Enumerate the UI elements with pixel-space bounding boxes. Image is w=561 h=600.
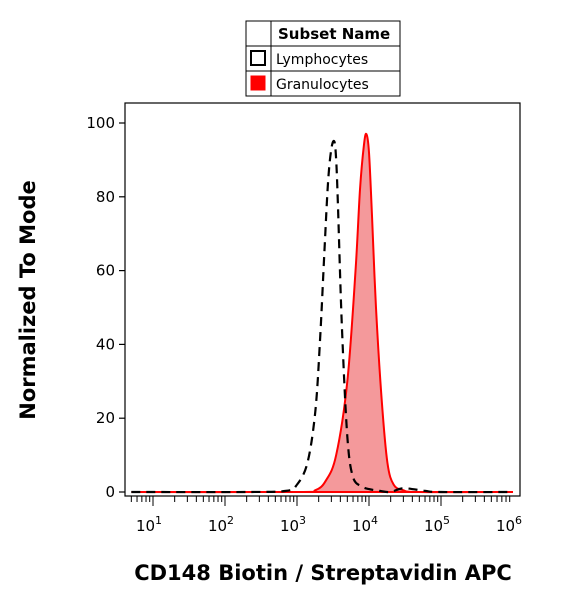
legend-label-lymphocytes: Lymphocytes xyxy=(276,52,368,68)
series-granulocytes-area xyxy=(131,132,514,494)
x-tick-exponent: 3 xyxy=(299,514,306,527)
plot-frame xyxy=(124,102,521,497)
x-tick-exponent: 6 xyxy=(515,514,522,527)
x-axis: 101 102 103 104 105 106 xyxy=(130,496,522,535)
x-tick-exponent: 2 xyxy=(227,514,234,527)
x-axis-title: CD148 Biotin / Streptavidin APC xyxy=(134,561,512,585)
y-tick-label: 0 xyxy=(105,483,115,501)
legend-label-granulocytes: Granulocytes xyxy=(276,77,369,93)
x-tick-base: 10 xyxy=(136,517,155,535)
y-axis: 0 20 40 60 80 100 xyxy=(86,114,125,501)
x-tick-exponent: 1 xyxy=(155,514,162,527)
x-tick-label: 104 xyxy=(352,514,378,535)
x-tick-label: 103 xyxy=(280,514,306,535)
legend-swatch-granulocytes xyxy=(250,75,266,91)
x-tick-base: 10 xyxy=(352,517,371,535)
y-tick-label: 40 xyxy=(96,335,115,353)
x-tick-label: 102 xyxy=(208,514,234,535)
x-tick-exponent: 4 xyxy=(371,514,378,527)
x-tick-base: 10 xyxy=(208,517,227,535)
x-tick-base: 10 xyxy=(280,517,299,535)
series-lymphocytes-line xyxy=(131,139,514,494)
y-tick-label: 100 xyxy=(86,114,115,132)
y-axis-title: Normalized To Mode xyxy=(16,180,40,420)
x-tick-label: 105 xyxy=(424,514,450,535)
legend-header: Subset Name xyxy=(278,25,390,43)
y-tick-label: 80 xyxy=(96,188,115,206)
x-tick-label: 101 xyxy=(136,514,162,535)
legend: Subset Name Lymphocytes Granulocytes xyxy=(245,20,401,97)
x-tick-base: 10 xyxy=(496,517,515,535)
legend-swatch-lymphocytes xyxy=(250,50,266,66)
y-tick-label: 60 xyxy=(96,262,115,280)
x-tick-base: 10 xyxy=(424,517,443,535)
series-layer xyxy=(131,132,514,494)
y-tick-label: 20 xyxy=(96,409,115,427)
x-tick-exponent: 5 xyxy=(443,514,450,527)
x-tick-label: 106 xyxy=(496,514,522,535)
legend-frame xyxy=(245,20,401,97)
